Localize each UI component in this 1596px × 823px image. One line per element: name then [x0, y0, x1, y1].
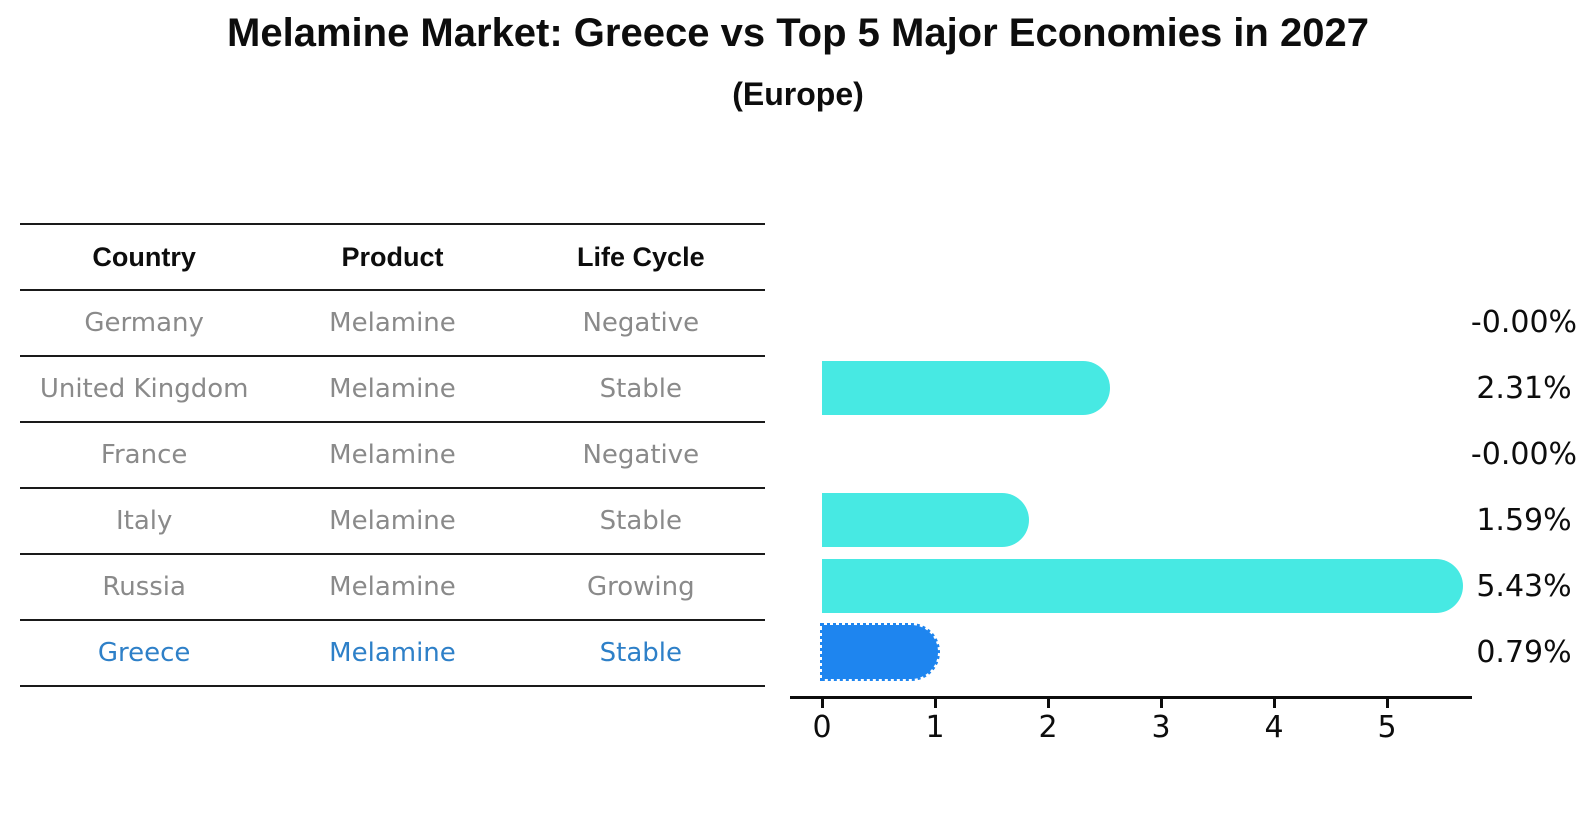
cell-country: Greece [97, 638, 191, 668]
chart-subtitle: (Europe) [732, 76, 864, 112]
bar-italy [822, 493, 1029, 547]
value-label-france: -0.00% [1470, 436, 1578, 472]
bar-row-greece [819, 619, 1502, 685]
x-tick-label: 4 [1264, 710, 1284, 745]
value-label-column: -0.00% 2.31% -0.00% 1.59% 5.43% 0.79% [1450, 289, 1596, 685]
table-row-russia: Russia Melamine Growing [20, 555, 765, 621]
x-tick-mark [821, 699, 824, 708]
x-tick-mark [934, 699, 937, 708]
cell-life-cycle: Stable [599, 506, 682, 536]
value-label-italy: 1.59% [1476, 502, 1572, 538]
bar-row-germany [822, 289, 1502, 355]
x-axis-line [790, 696, 1472, 699]
value-label-germany: -0.00% [1470, 304, 1578, 340]
cell-life-cycle: Growing [586, 572, 695, 602]
cell-life-cycle: Stable [599, 374, 682, 404]
cell-product: Melamine [329, 638, 456, 668]
cell-country: Russia [102, 572, 186, 602]
bar-greece [819, 623, 941, 681]
cell-product: Melamine [329, 440, 456, 470]
table-row-france: France Melamine Negative [20, 423, 765, 489]
cell-life-cycle: Stable [599, 638, 682, 668]
bar-row-united-kingdom [822, 355, 1502, 421]
table-row-italy: Italy Melamine Stable [20, 489, 765, 555]
cell-product: Melamine [329, 374, 456, 404]
table-header-row: Country Product Life Cycle [20, 225, 765, 291]
table-row-united-kingdom: United Kingdom Melamine Stable [20, 357, 765, 423]
table-row-germany: Germany Melamine Negative [20, 291, 765, 357]
value-label-greece: 0.79% [1476, 634, 1572, 670]
column-header-lifecycle: Life Cycle [577, 241, 705, 272]
cell-life-cycle: Negative [582, 308, 700, 338]
x-tick-mark [1047, 699, 1050, 708]
x-tick-label: 2 [1038, 710, 1058, 745]
bar-russia [822, 559, 1463, 613]
table-row-greece: Greece Melamine Stable [20, 621, 765, 687]
cell-country: United Kingdom [39, 374, 249, 404]
x-tick-label: 3 [1151, 710, 1171, 745]
bar-row-russia [822, 553, 1502, 619]
x-tick-label: 1 [925, 710, 945, 745]
cell-country: France [100, 440, 188, 470]
x-tick-mark [1273, 699, 1276, 708]
country-table: Country Product Life Cycle Germany Melam… [20, 223, 765, 687]
cell-product: Melamine [329, 506, 456, 536]
value-label-russia: 5.43% [1476, 568, 1572, 604]
chart-title: Melamine Market: Greece vs Top 5 Major E… [227, 11, 1369, 55]
cell-country: Germany [84, 308, 204, 338]
bar-row-france [822, 421, 1502, 487]
column-header-product: Product [341, 241, 444, 272]
bar-plot-area [819, 289, 1502, 685]
cell-country: Italy [115, 506, 173, 536]
x-tick-label: 0 [812, 710, 832, 745]
value-label-united-kingdom: 2.31% [1476, 370, 1572, 406]
bar-row-italy [822, 487, 1502, 553]
bar-united-kingdom [822, 361, 1111, 415]
cell-product: Melamine [329, 308, 456, 338]
x-tick-mark [1160, 699, 1163, 708]
x-tick-mark [1386, 699, 1389, 708]
cell-product: Melamine [329, 572, 456, 602]
column-header-country: Country [92, 241, 196, 272]
x-tick-label: 5 [1377, 710, 1397, 745]
cell-life-cycle: Negative [582, 440, 700, 470]
